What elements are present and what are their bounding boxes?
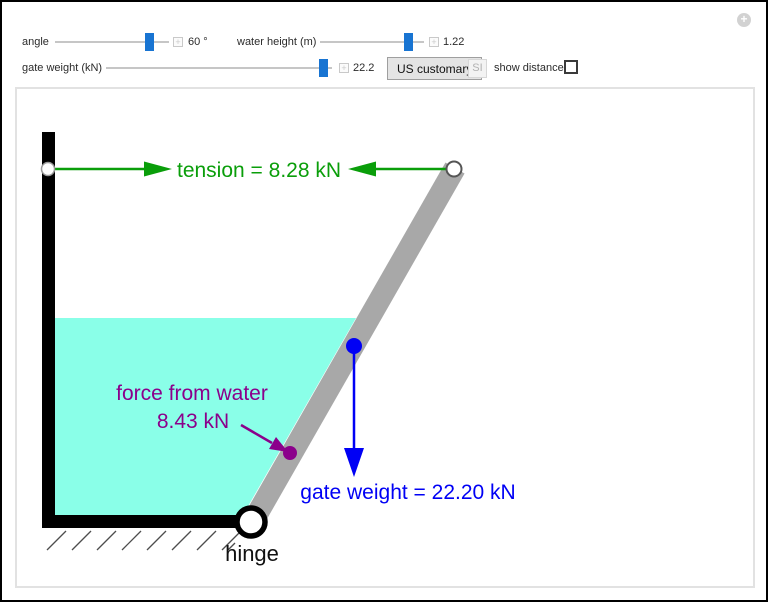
gate-weight-slider-label: gate weight (kN) <box>22 62 103 74</box>
show-distances-label: show distances <box>494 62 570 74</box>
gate-weight-slider-thumb[interactable] <box>319 59 328 77</box>
water-region <box>55 318 356 515</box>
water-force-arrowhead-icon <box>269 437 288 452</box>
tension-arrowhead-left-icon <box>144 161 172 177</box>
water-force-label-line2: 8.43 kN <box>157 410 229 433</box>
angle-value: 60 ° <box>188 36 208 48</box>
water-height-stepper-plus-icon[interactable]: + <box>429 37 439 47</box>
manipulate-options-icon[interactable]: + <box>737 13 751 27</box>
ground-hatching <box>46 530 242 551</box>
tension-label: tension = 8.28 kN <box>177 159 341 182</box>
gate-weight-stepper-plus-icon[interactable]: + <box>339 63 349 73</box>
gate-weight-force-label: gate weight = 22.20 kN <box>300 481 515 504</box>
ground <box>42 515 242 528</box>
wall <box>42 132 55 528</box>
gate-weight-slider-track[interactable] <box>106 67 332 69</box>
cable-anchor-wall <box>40 161 56 177</box>
angle-stepper-plus-icon[interactable]: + <box>173 37 183 47</box>
si-button[interactable]: SI <box>468 59 487 78</box>
hinge-label: hinge <box>225 541 279 566</box>
tension-arrows <box>55 161 447 177</box>
hinge-circle <box>234 505 268 539</box>
water-height-slider-track[interactable] <box>320 41 424 43</box>
water-force-label-line1: force from water <box>116 382 268 405</box>
water-force-arrow-line <box>240 423 273 445</box>
water-height-slider-label: water height (m) <box>237 36 317 48</box>
angle-slider-thumb[interactable] <box>145 33 154 51</box>
us-customary-button[interactable]: US customary <box>387 57 483 80</box>
angle-slider-track[interactable] <box>55 41 169 43</box>
angle-slider-label: angle <box>22 36 49 48</box>
water-force-point <box>283 446 297 460</box>
diagram-panel: tension = 8.28 kN force from water 8.43 … <box>15 87 755 588</box>
tension-arrowhead-right-icon <box>348 161 376 177</box>
show-distances-checkbox[interactable] <box>564 60 578 74</box>
water-height-value: 1.22 <box>443 36 465 48</box>
gate-weight-arrowhead-icon <box>344 448 364 477</box>
gate-weight-value: 22.2 <box>353 62 375 74</box>
cable-anchor-gate <box>445 160 463 178</box>
diagram-canvas: tension = 8.28 kN force from water 8.43 … <box>40 132 516 566</box>
water-height-slider-thumb[interactable] <box>404 33 413 51</box>
